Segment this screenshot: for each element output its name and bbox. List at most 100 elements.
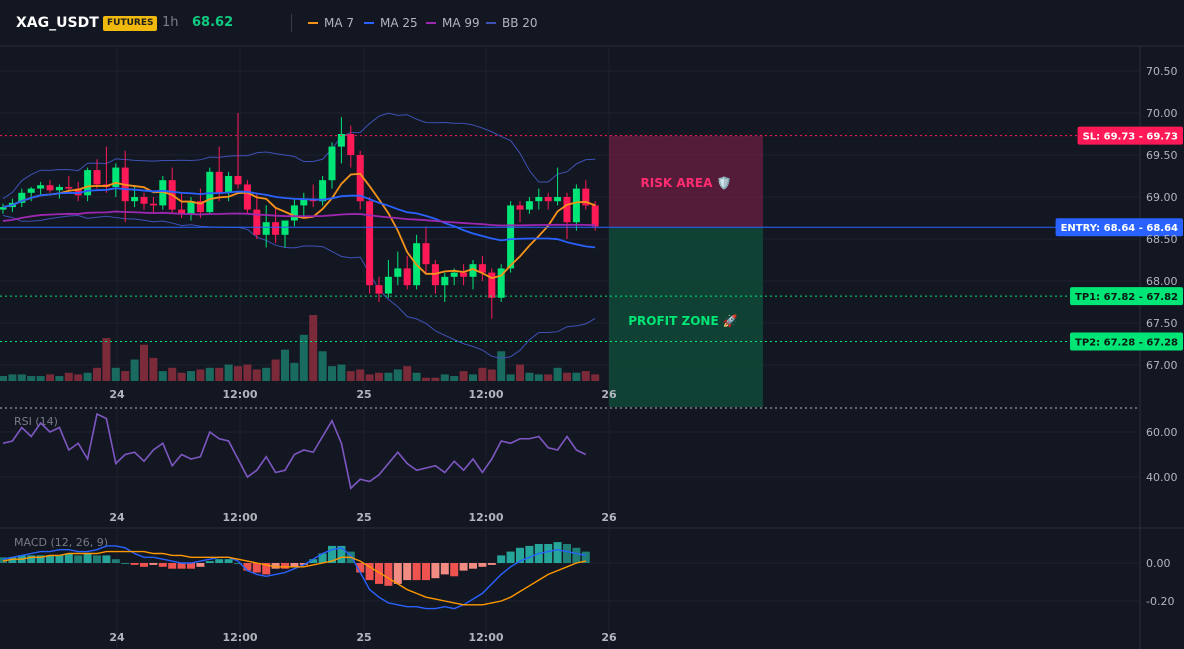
macd-hist-bar-52 [487,563,496,565]
moving-averages [2,172,596,279]
level-tag-tp2 [1070,332,1183,351]
macd-hist-bar-33 [309,559,318,563]
candle-body-19 [178,209,186,214]
macd-hist-bar-44 [412,563,421,581]
level-tag-entry [1055,218,1183,237]
candle-body-58 [544,197,552,202]
candle-body-62 [582,188,590,206]
volume-bar-55 [516,364,524,381]
bollinger-bands [2,112,596,359]
legend-ma25[interactable]: MA 25 [364,14,418,32]
candle-body-61 [572,188,580,223]
candle-body-16 [149,203,157,206]
candle-body-12 [112,167,120,187]
volume-bar-32 [299,334,308,381]
profit-zone-label: PROFIT ZONE 🚀 [628,314,738,328]
macd-hist-bar-49 [459,563,468,571]
timeframe-label[interactable]: 1h [162,15,179,30]
volume-bar-1 [8,374,17,381]
macd-hist-bar-16 [149,563,158,565]
volume-bar-59 [553,367,562,381]
symbol-name[interactable]: XAG_USDT [16,15,99,31]
volume-bar-10 [93,367,101,381]
macd-hist-bar-17 [158,563,167,567]
macd-hist-bar-27 [252,563,261,573]
candle-body-9 [84,170,92,196]
volume-bar-7 [64,372,73,381]
macd-hist-bar-23 [215,559,224,563]
volume-bar-22 [205,367,214,381]
volume-bar-29 [271,359,280,381]
candle-body-40 [375,285,383,294]
macd-hist-bar-24 [224,559,233,563]
level-label-tp1: TP1: 67.82 - 67.82 [1075,292,1178,303]
macd-hist-bar-53 [497,555,506,563]
time-tick-main-2: 25 [356,388,371,401]
macd-hist-bar-51 [478,563,487,567]
volume-bar-31 [290,362,299,381]
volume-bar-23 [215,367,224,381]
macd-hist-bar-8 [74,555,83,563]
macd-hist-bar-12 [111,559,120,563]
macd-tick-1: -0.20 [1146,595,1174,608]
macd-signal-line [2,550,586,606]
volume-bar-47 [440,374,449,381]
grid-lines [0,46,1140,649]
time-tick-main-3: 12:00 [468,388,503,401]
candle-body-51 [478,264,486,273]
volume-bar-46 [431,377,440,381]
volume-bar-16 [149,357,158,381]
volume-bar-5 [46,374,54,381]
legend-ma99[interactable]: MA 99 [426,14,480,32]
volume-bar-42 [393,369,402,381]
candle-body-2 [18,192,26,203]
candle-body-59 [554,197,562,202]
level-label-entry: ENTRY: 68.64 - 68.64 [1061,223,1178,234]
volume-bar-18 [168,367,177,381]
volume-bar-62 [581,371,590,381]
macd-hist-bar-10 [93,555,101,563]
rsi-title: RSI (14) [14,415,58,428]
legend-bb20[interactable]: BB 20 [486,14,538,32]
volume-bar-34 [318,351,327,381]
candle-body-60 [563,197,571,223]
volume-bar-53 [497,351,506,381]
time-tick-main-0: 24 [109,388,125,401]
volume-bar-25 [234,366,242,381]
macd-hist-bar-39 [365,563,374,581]
candle-body-14 [131,197,139,202]
price-tick-1: 70.00 [1146,107,1178,120]
macd-hist-bar-18 [168,563,177,569]
macd-hist-bar-13 [121,563,130,564]
time-tick-macd-4: 26 [601,631,617,644]
trade-zones: RISK AREA 🛡️ PROFIT ZONE 🚀 [609,135,763,407]
volume-bar-9 [83,372,92,381]
macd-hist-bar-41 [384,563,393,586]
volume-bar-35 [328,366,336,381]
legend-swatch-ma25 [364,22,374,24]
candle-body-48 [450,272,458,277]
volume-bar-52 [487,369,496,381]
volume-bar-30 [281,349,289,381]
candle-body-3 [27,188,35,193]
candle-body-35 [328,146,336,181]
candle-body-15 [140,197,148,204]
volume-bar-3 [27,376,36,381]
time-tick-rsi-4: 26 [601,511,617,524]
level-lines: SL: 69.73 - 69.73 ENTRY: 68.64 - 68.64 TP1… [0,126,1183,351]
ma-line-25 [2,187,596,249]
candle-body-57 [535,197,543,202]
volume-bar-4 [36,376,45,381]
macd-hist-bar-47 [440,563,449,575]
macd-hist-bar-4 [36,555,45,563]
price-axis[interactable]: 70.50 70.00 69.50 69.00 68.50 68.00 67.50 67.00 [1146,65,1178,372]
price-tick-5: 68.00 [1146,275,1178,288]
macd-hist-bar-6 [55,555,64,563]
legend-label-ma25: MA 25 [380,16,418,30]
macd-title: MACD (12, 26, 9) [14,536,108,549]
volume-bar-21 [196,369,205,381]
volume-bar-56 [525,372,534,381]
legend-ma7[interactable]: MA 7 [308,14,354,32]
macd-hist-bar-50 [469,563,477,569]
